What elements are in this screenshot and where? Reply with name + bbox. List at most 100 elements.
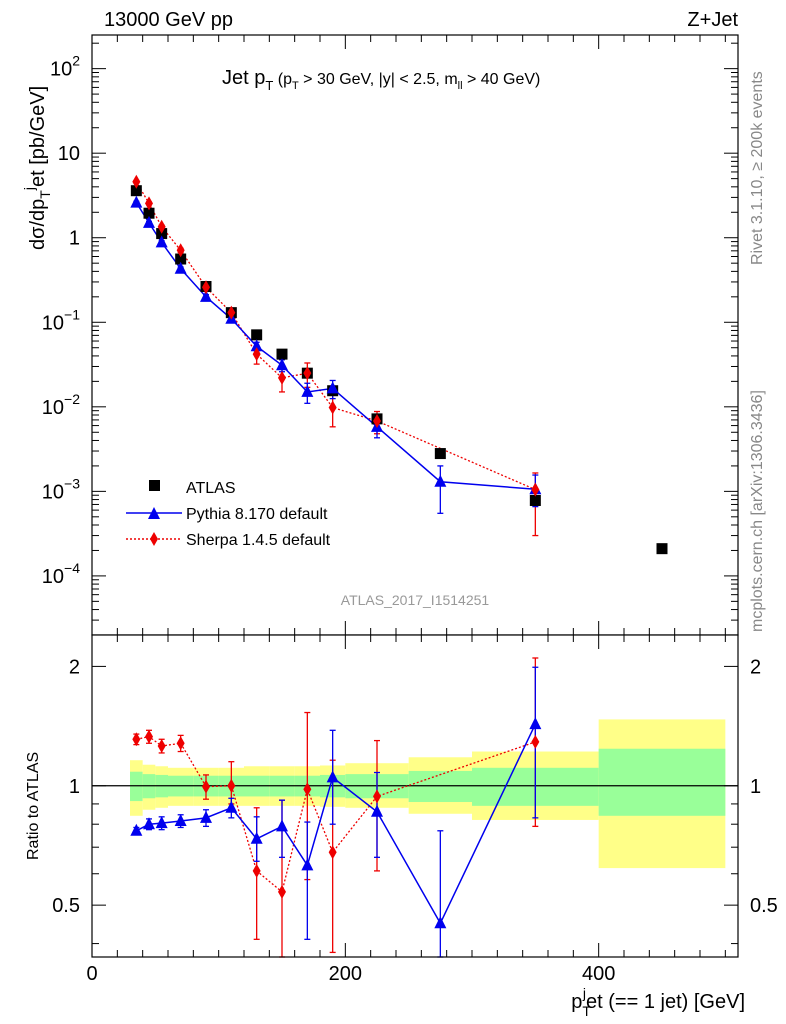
ratio-axis-ticks <box>91 635 738 957</box>
main-y-tick-label: 102 <box>50 53 80 81</box>
ratio-sherpa-point <box>303 782 312 797</box>
atlas-point <box>251 329 263 341</box>
sherpa-point <box>132 174 141 189</box>
sherpa-point <box>278 370 286 385</box>
energy-label: 13000 GeV pp <box>104 9 233 31</box>
sherpa-point <box>328 400 337 415</box>
ratio-sherpa-point <box>202 779 210 794</box>
main-ylabel: dσ/dpTjet [pb/GeV] <box>21 86 53 250</box>
pythia-point <box>155 235 168 248</box>
legend-sherpa-marker <box>150 532 158 546</box>
ratio-pythia-point <box>276 819 288 832</box>
ratio-y-tick-label-left: 1 <box>69 776 80 798</box>
sherpa-point <box>303 366 312 381</box>
pythia-point <box>130 195 143 208</box>
atlas-point <box>276 348 288 360</box>
x-tick-label: 400 <box>582 963 615 985</box>
main-y-tick-label: 10−4 <box>42 560 80 588</box>
ratio-sherpa-point <box>145 729 153 744</box>
legend-sherpa-label: Sherpa 1.4.5 default <box>186 532 331 549</box>
legend-atlas-marker <box>149 480 160 491</box>
ratio-band-inner <box>130 771 143 802</box>
atlas-point <box>656 543 668 555</box>
analysis-id: ATLAS_2017_I1514251 <box>341 592 490 608</box>
pythia-point <box>276 358 288 371</box>
pythia-point <box>250 339 263 352</box>
pythia-point <box>143 215 155 228</box>
process-label: Z+Jet <box>687 9 738 31</box>
legend: ATLAS Pythia 8.170 default Sherpa 1.4.5 … <box>126 480 331 549</box>
ratio-y-tick-label-left: 2 <box>69 656 80 678</box>
ratio-sherpa-point <box>157 738 166 753</box>
ratio-y-tick-label-right: 2 <box>750 656 761 678</box>
ratio-pythia-point <box>143 817 155 830</box>
ratio-pythia-point <box>529 717 542 730</box>
ratio-pythia-point <box>301 858 314 871</box>
sherpa-point <box>252 347 261 362</box>
ratio-sherpa-point <box>373 789 381 804</box>
x-tick-labels: 0 200 400 <box>86 963 615 985</box>
pythia-point <box>301 384 314 397</box>
ratio-ylabel: Ratio to ATLAS <box>25 752 42 860</box>
main-y-tick-label: 1 <box>69 228 80 250</box>
sherpa-point <box>227 305 236 320</box>
ratio-sherpa-point <box>132 732 141 747</box>
ratio-y-tick-label-right: 0.5 <box>750 895 778 917</box>
ratio-sherpa-point <box>278 884 286 899</box>
rivet-label: Rivet 3.1.10, ≥ 200k events <box>749 71 766 265</box>
sherpa-point <box>373 413 381 428</box>
sherpa-point <box>531 482 540 497</box>
ratio-y-tick-label-left: 0.5 <box>52 895 80 917</box>
ratio-pythia-point <box>155 816 168 829</box>
x-axis-label: pTjet (== 1 jet) [GeV] <box>571 985 745 1019</box>
ratio-pythia-point <box>130 823 143 836</box>
legend-atlas-label: ATLAS <box>186 480 236 497</box>
ratio-sherpa-point <box>531 734 540 749</box>
ratio-sherpa-point <box>252 863 261 878</box>
ratio-band-inner <box>408 770 472 803</box>
main-y-tick-label: 10−3 <box>42 475 80 503</box>
atlas-point <box>143 207 155 219</box>
ratio-sherpa-point <box>227 778 236 793</box>
pythia-point <box>174 261 187 274</box>
pythia-point <box>200 289 212 302</box>
main-y-tick-label: 10−1 <box>42 306 80 334</box>
sherpa-point <box>202 280 210 295</box>
atlas-point <box>434 448 446 460</box>
main-title: Jet pT (pT > 30 GeV, |y| < 2.5, mll > 40… <box>222 67 540 93</box>
ratio-y-tick-label-right: 1 <box>750 776 761 798</box>
sherpa-point <box>145 196 153 211</box>
main-panel-bg <box>92 35 738 635</box>
ratio-series-group <box>130 657 542 958</box>
atlas-point <box>529 494 541 506</box>
atlas-point <box>175 253 187 265</box>
sherpa-point <box>157 219 166 234</box>
ratio-sherpa-point <box>176 736 185 751</box>
ratio-pythia-point <box>225 800 238 813</box>
main-y-tick-labels: 10−4 10−3 10−2 10−1 1 10 102 <box>42 53 80 588</box>
ratio-sherpa-point <box>328 845 337 860</box>
ratio-panel-frame <box>91 634 739 958</box>
legend-pythia-marker <box>148 507 160 519</box>
sherpa-point <box>176 243 185 258</box>
atlas-point <box>130 185 142 197</box>
x-tick-label: 200 <box>329 963 362 985</box>
legend-pythia-label: Pythia 8.170 default <box>186 506 328 523</box>
ratio-pythia-point <box>371 804 383 817</box>
mcplots-label: mcplots.cern.ch [arXiv:1306.3436] <box>749 390 766 632</box>
pythia-point <box>434 474 447 487</box>
main-y-tick-label: 10−2 <box>42 391 80 419</box>
pythia-point <box>326 381 339 394</box>
main-y-tick-label: 10 <box>58 143 80 165</box>
main-axis-ticks <box>91 35 738 636</box>
main-series-group <box>130 174 668 555</box>
ratio-pythia-point <box>200 810 212 823</box>
ratio-pythia-point <box>174 814 187 827</box>
ratio-pythia-point <box>326 770 339 783</box>
ratio-band-inner <box>598 748 726 816</box>
ratio-y-tick-labels: 0.5 0.5 1 1 2 2 <box>52 656 778 917</box>
ratio-pythia-point <box>250 831 263 844</box>
ratio-pythia-point <box>434 916 447 929</box>
x-tick-label: 0 <box>86 963 97 985</box>
